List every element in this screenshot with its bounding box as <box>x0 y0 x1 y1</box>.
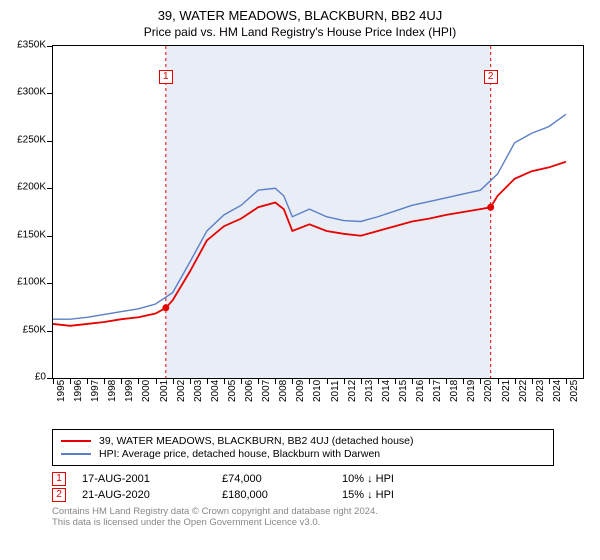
x-axis-label: 2010 <box>312 380 323 402</box>
chart-svg <box>53 46 583 378</box>
footer-line: This data is licensed under the Open Gov… <box>52 517 554 528</box>
x-axis-label: 1997 <box>90 380 101 402</box>
transaction-date: 21-AUG-2020 <box>82 489 222 501</box>
y-axis-label: £100K <box>6 277 46 288</box>
chart-marker-badge: 2 <box>484 70 498 84</box>
x-axis-label: 2011 <box>330 380 341 402</box>
x-axis-label: 2005 <box>227 380 238 402</box>
y-axis-label: £200K <box>6 182 46 193</box>
x-axis-label: 2002 <box>176 380 187 402</box>
chart-marker-badge: 1 <box>159 70 173 84</box>
y-axis-label: £0 <box>6 372 46 383</box>
marker-badge: 2 <box>52 488 66 502</box>
x-axis-label: 2003 <box>193 380 204 402</box>
x-axis-label: 1995 <box>56 380 67 402</box>
x-axis-label: 2020 <box>483 380 494 402</box>
x-axis-label: 2009 <box>295 380 306 402</box>
x-axis-label: 1998 <box>107 380 118 402</box>
x-axis-label: 2014 <box>381 380 392 402</box>
x-axis-label: 1999 <box>124 380 135 402</box>
legend-swatch <box>61 453 91 455</box>
footer-line: Contains HM Land Registry data © Crown c… <box>52 506 554 517</box>
legend-label: HPI: Average price, detached house, Blac… <box>99 448 380 460</box>
x-axis-label: 1996 <box>73 380 84 402</box>
legend-item: HPI: Average price, detached house, Blac… <box>61 448 545 460</box>
footer: Contains HM Land Registry data © Crown c… <box>52 506 554 528</box>
legend-swatch <box>61 440 91 442</box>
x-axis-label: 2025 <box>569 380 580 402</box>
transaction-pct: 10% ↓ HPI <box>342 473 422 485</box>
x-axis-label: 2015 <box>398 380 409 402</box>
marker-badge: 1 <box>52 472 66 486</box>
x-axis-label: 2000 <box>141 380 152 402</box>
x-axis-label: 2022 <box>518 380 529 402</box>
x-axis-label: 2006 <box>244 380 255 402</box>
transactions-table: 1 17-AUG-2001 £74,000 10% ↓ HPI 2 21-AUG… <box>52 472 554 502</box>
x-axis-label: 2017 <box>432 380 443 402</box>
x-axis-label: 2001 <box>159 380 170 402</box>
x-axis-label: 2018 <box>449 380 460 402</box>
y-axis-label: £150K <box>6 229 46 240</box>
table-row: 1 17-AUG-2001 £74,000 10% ↓ HPI <box>52 472 554 486</box>
transaction-date: 17-AUG-2001 <box>82 473 222 485</box>
chart-subtitle: Price paid vs. HM Land Registry's House … <box>10 25 590 39</box>
transaction-price: £180,000 <box>222 489 342 501</box>
chart-area: 12 £0£50K£100K£150K£200K£250K£300K£350K1… <box>10 45 590 425</box>
x-axis-label: 2013 <box>364 380 375 402</box>
legend-item: 39, WATER MEADOWS, BLACKBURN, BB2 4UJ (d… <box>61 435 545 447</box>
x-axis-label: 2007 <box>261 380 272 402</box>
y-axis-label: £350K <box>6 40 46 51</box>
x-axis-label: 2004 <box>210 380 221 402</box>
x-axis-label: 2012 <box>347 380 358 402</box>
legend-label: 39, WATER MEADOWS, BLACKBURN, BB2 4UJ (d… <box>99 435 414 447</box>
y-axis-label: £250K <box>6 134 46 145</box>
x-axis-label: 2021 <box>501 380 512 402</box>
y-axis-label: £300K <box>6 87 46 98</box>
table-row: 2 21-AUG-2020 £180,000 15% ↓ HPI <box>52 488 554 502</box>
transaction-pct: 15% ↓ HPI <box>342 489 422 501</box>
x-axis-label: 2008 <box>278 380 289 402</box>
chart-title: 39, WATER MEADOWS, BLACKBURN, BB2 4UJ <box>10 8 590 23</box>
chart-plot: 12 <box>52 45 584 379</box>
x-axis-label: 2024 <box>552 380 563 402</box>
x-axis-label: 2023 <box>535 380 546 402</box>
transaction-price: £74,000 <box>222 473 342 485</box>
legend-box: 39, WATER MEADOWS, BLACKBURN, BB2 4UJ (d… <box>52 429 554 466</box>
x-axis-label: 2016 <box>415 380 426 402</box>
y-axis-label: £50K <box>6 324 46 335</box>
x-axis-label: 2019 <box>466 380 477 402</box>
